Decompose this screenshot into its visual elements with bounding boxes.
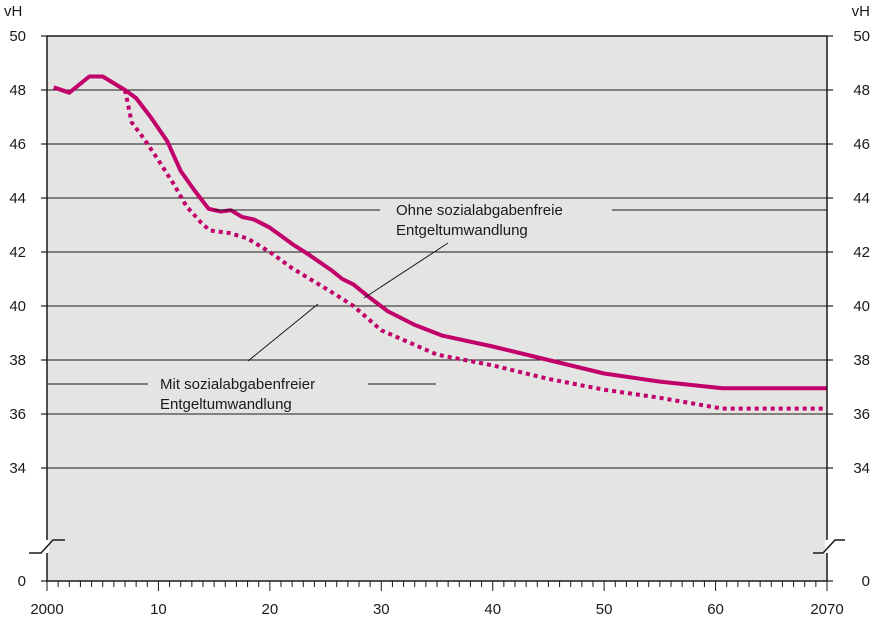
annotation-ohne: Ohne sozialabgabenfreie Entgeltumwandlun… (214, 202, 827, 299)
y-tick-label-left: 34 (9, 460, 26, 477)
y-tick-label-left: 48 (9, 82, 26, 99)
y-tick-label-right: 36 (853, 406, 870, 423)
x-tick-label: 2000 (30, 601, 63, 618)
y-tick-label-left: 44 (9, 190, 26, 207)
series-layer (53, 74, 827, 411)
plot-frame (27, 35, 847, 582)
x-tick-label: 30 (373, 601, 390, 618)
annotation-ohne-line2: Entgeltumwandlung (396, 222, 528, 239)
y-tick-label-right: 44 (853, 190, 870, 207)
y-tick-label-right: 40 (853, 298, 870, 315)
y-tick-label-right: 34 (853, 460, 870, 477)
x-tick-label: 10 (150, 601, 167, 618)
annotation-mit: Mit sozialabgabenfreier Entgeltumwandlun… (47, 303, 436, 413)
annotation-mit-line1: Mit sozialabgabenfreier (160, 376, 315, 393)
axis-break-gap-left (27, 540, 49, 553)
y-tick-label-left: 50 (9, 28, 26, 45)
gridlines (47, 89, 827, 469)
y-tick-label-left: 36 (9, 406, 26, 423)
y-tick-label-right: 38 (853, 352, 870, 369)
y-tick-label-right-zero: 0 (862, 573, 870, 590)
y-tick-label-right: 42 (853, 244, 870, 261)
left-axis-unit: vH (4, 3, 22, 20)
y-tick-label-right: 50 (853, 28, 870, 45)
annotation-mit-leader (247, 303, 319, 362)
y-tick-label-left: 40 (9, 298, 26, 315)
annotation-mit-line2: Entgeltumwandlung (160, 396, 292, 413)
plot-background (47, 36, 827, 581)
y-tick-label-right: 46 (853, 136, 870, 153)
axis-break-gap-right (825, 540, 847, 553)
axis-break-right (813, 539, 845, 554)
y-tick-label-left-zero: 0 (18, 573, 26, 590)
x-tick-label: 2070 (810, 601, 843, 618)
annotation-ohne-line1: Ohne sozialabgabenfreie (396, 202, 563, 219)
annotation-ohne-leader (363, 242, 449, 299)
y-tick-label-left: 38 (9, 352, 26, 369)
series-line-mit (123, 89, 827, 411)
y-tick-label-left: 42 (9, 244, 26, 261)
axis-break-left (29, 539, 65, 554)
right-axis-unit: vH (852, 3, 870, 20)
x-tick-label: 50 (596, 601, 613, 618)
x-tick-label: 60 (707, 601, 724, 618)
y-tick-label-left: 46 (9, 136, 26, 153)
series-line-ohne (53, 74, 827, 391)
x-tick-label: 40 (484, 601, 501, 618)
y-tick-label-right: 48 (853, 82, 870, 99)
x-tick-label: 20 (262, 601, 279, 618)
